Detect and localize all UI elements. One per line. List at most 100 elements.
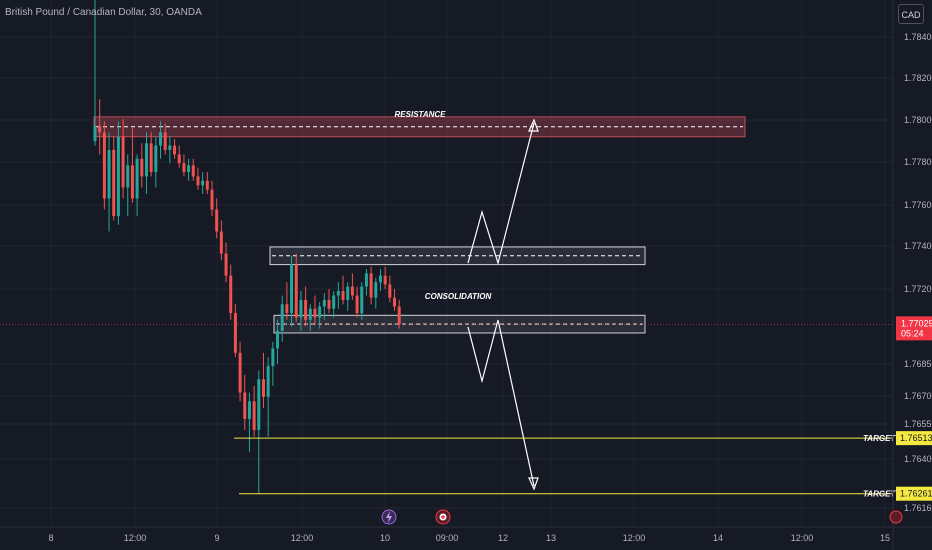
bearish-arrowhead bbox=[528, 477, 539, 491]
candle-body bbox=[341, 291, 345, 300]
zones-layer bbox=[93, 116, 746, 334]
candle-body bbox=[257, 379, 261, 430]
projection-arrows bbox=[467, 118, 539, 491]
x-tick-label: 14 bbox=[713, 533, 723, 543]
candle-body bbox=[154, 145, 158, 172]
x-tick-label: 8 bbox=[48, 533, 53, 543]
time-axis: 8 12:00 9 12:00 10 09:00 12 13 12:00 14 12:00 15 bbox=[0, 509, 932, 543]
y-tick-label: 1.76700 bbox=[904, 391, 932, 401]
candle-body bbox=[126, 165, 130, 188]
candle-body bbox=[238, 352, 242, 393]
grid bbox=[0, 36, 893, 509]
candle-body bbox=[393, 297, 397, 307]
x-tick-label: 09:00 bbox=[436, 533, 459, 543]
annotation-labels: RESISTANCE CONSOLIDATION bbox=[395, 110, 492, 301]
candle-body bbox=[280, 304, 284, 331]
resistance-label: RESISTANCE bbox=[395, 110, 447, 119]
current-price-countdown: 05:24 bbox=[901, 328, 924, 338]
targets-layer: TARGET 1 TARGET 2 bbox=[234, 434, 903, 499]
calendar-flag-icon-edge[interactable] bbox=[889, 510, 903, 524]
target-value-2: 1.76261 bbox=[900, 489, 932, 499]
candle-body bbox=[159, 132, 163, 146]
candle-body bbox=[201, 180, 205, 186]
y-tick-label: 1.77600 bbox=[904, 200, 932, 210]
candle-body bbox=[299, 299, 303, 318]
consolidation-label: CONSOLIDATION bbox=[425, 292, 492, 301]
y-tick-label: 1.76160 bbox=[904, 503, 932, 513]
candle-body bbox=[229, 275, 233, 314]
candle-body bbox=[346, 286, 350, 300]
candle-body bbox=[243, 392, 247, 419]
target-badge-2 bbox=[896, 486, 932, 501]
calendar-flag-icon[interactable] bbox=[435, 509, 451, 525]
y-tick-label: 1.77800 bbox=[904, 157, 932, 167]
price-axis: 1.78400 1.78200 1.78000 1.77800 1.77600 1.774… bbox=[892, 0, 932, 550]
candle-body bbox=[149, 143, 153, 172]
y-tick-label: 1.78400 bbox=[904, 32, 932, 42]
current-price-badge bbox=[896, 316, 932, 341]
candle-body bbox=[233, 313, 237, 353]
y-tick-label: 1.77200 bbox=[904, 284, 932, 294]
bearish-projection-path bbox=[467, 319, 535, 487]
candle-body bbox=[388, 284, 392, 298]
target-value-1: 1.76513 bbox=[900, 433, 932, 443]
candle-body bbox=[266, 366, 270, 397]
candle-body bbox=[219, 231, 223, 254]
candle-body bbox=[112, 149, 116, 217]
candle-body bbox=[182, 163, 186, 172]
candle-body bbox=[369, 273, 373, 298]
candle-body bbox=[355, 295, 359, 314]
candle-body bbox=[187, 165, 191, 172]
candle-body bbox=[336, 291, 340, 296]
candle-body bbox=[285, 304, 289, 314]
candle-body bbox=[224, 253, 228, 276]
candle-body bbox=[93, 125, 97, 142]
flag-glyph-dot bbox=[441, 515, 445, 519]
candle-body bbox=[271, 348, 275, 367]
target-label-1: TARGET 1 bbox=[863, 434, 903, 443]
candle-body bbox=[205, 180, 209, 190]
candle-body bbox=[378, 275, 382, 283]
x-tick-label: 12:00 bbox=[623, 533, 646, 543]
candle-body bbox=[173, 145, 177, 155]
x-tick-label: 12:00 bbox=[291, 533, 314, 543]
candle-body bbox=[102, 132, 106, 199]
candle-body bbox=[360, 286, 364, 314]
y-tick-label: 1.78200 bbox=[904, 73, 932, 83]
candle-body bbox=[327, 299, 331, 309]
candle-body bbox=[98, 125, 102, 133]
x-tick-label: 12:00 bbox=[791, 533, 814, 543]
candle-body bbox=[168, 145, 172, 150]
currency-button[interactable]: CAD bbox=[898, 4, 924, 24]
target-badge-1 bbox=[896, 431, 932, 446]
candle-body bbox=[313, 308, 317, 318]
candle-body bbox=[261, 379, 265, 397]
x-tick-label: 15 bbox=[880, 533, 890, 543]
x-tick-label: 12:00 bbox=[124, 533, 147, 543]
candle-body bbox=[304, 299, 308, 320]
candle-body bbox=[135, 158, 139, 199]
y-tick-label: 1.76850 bbox=[904, 359, 932, 369]
candle-body bbox=[121, 136, 125, 188]
candle-body bbox=[247, 401, 251, 419]
bullish-projection-path bbox=[467, 122, 535, 266]
y-tick-label: 1.76550 bbox=[904, 419, 932, 429]
candle-body bbox=[364, 273, 368, 287]
x-tick-label: 9 bbox=[214, 533, 219, 543]
lightning-icon[interactable] bbox=[381, 509, 397, 525]
flag-icon-bg bbox=[889, 510, 903, 524]
candle-body bbox=[116, 136, 120, 217]
candle-body bbox=[350, 286, 354, 296]
x-tick-label: 10 bbox=[380, 533, 390, 543]
x-tick-label: 13 bbox=[546, 533, 556, 543]
candle-body bbox=[397, 306, 401, 325]
candle-body bbox=[294, 264, 298, 318]
candle-body bbox=[130, 165, 134, 199]
candle-body bbox=[308, 308, 312, 320]
y-tick-label: 1.77400 bbox=[904, 241, 932, 251]
target-label-2: TARGET 2 bbox=[863, 490, 903, 499]
candle-body bbox=[191, 165, 195, 177]
candle-body bbox=[163, 132, 167, 150]
y-tick-label: 1.76400 bbox=[904, 454, 932, 464]
